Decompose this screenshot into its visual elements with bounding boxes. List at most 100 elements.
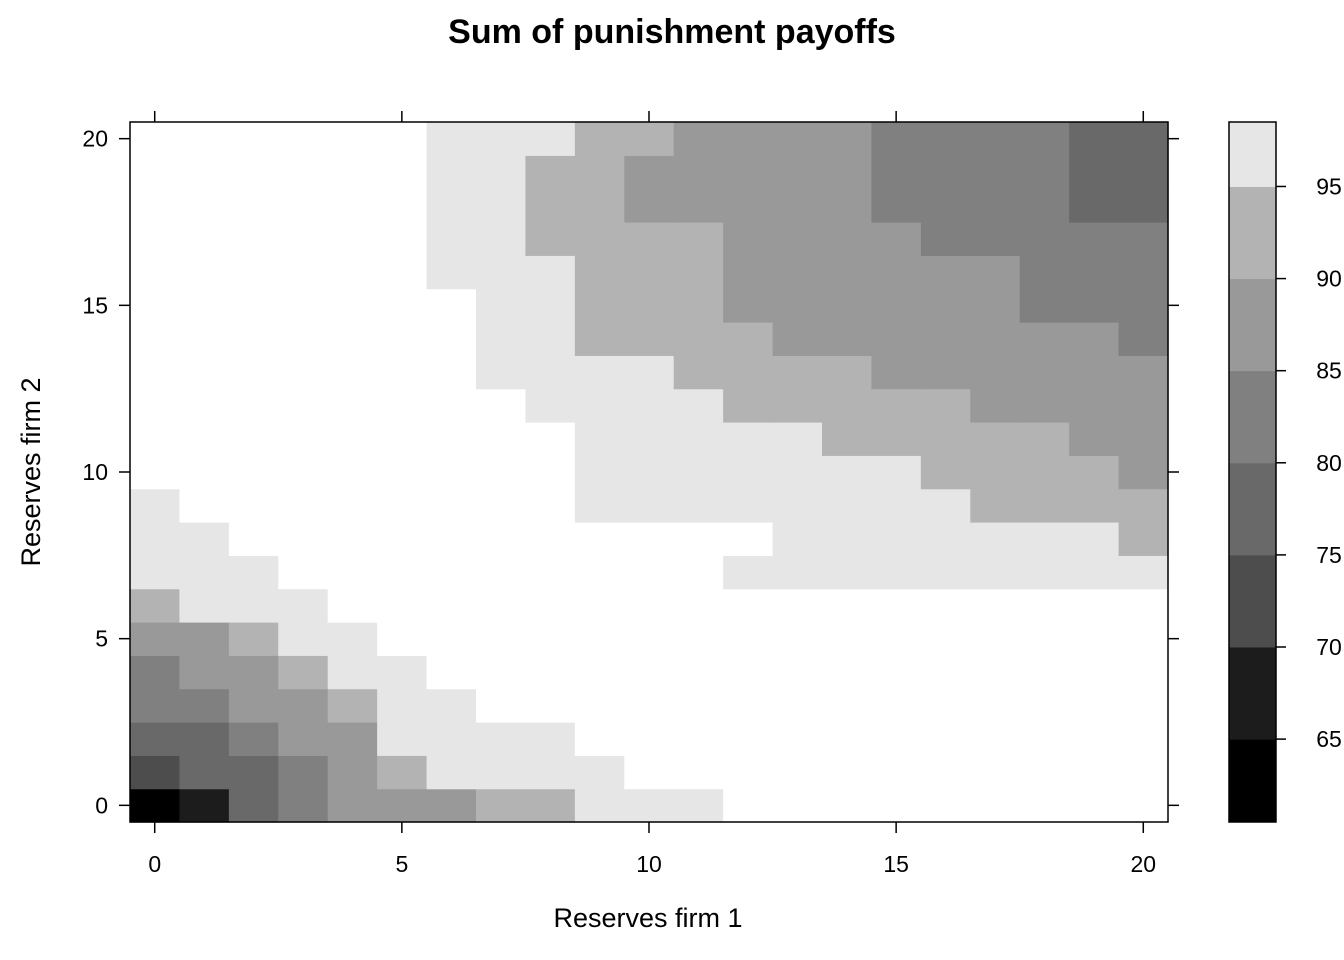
heatmap-cell [574, 188, 625, 223]
heatmap-cell [871, 588, 922, 623]
colorbar-tick-label: 95 [1316, 173, 1342, 199]
heatmap-cell [327, 755, 378, 790]
x-tick-label: 10 [636, 851, 662, 877]
heatmap-cell [1069, 788, 1120, 823]
heatmap-cell [426, 588, 477, 623]
heatmap-cell [574, 522, 625, 556]
heatmap-cell [130, 288, 181, 323]
colorbar-tick-label: 80 [1316, 450, 1342, 476]
heatmap-cell [179, 222, 230, 256]
heatmap-cell [278, 555, 329, 590]
heatmap-cell [1019, 155, 1070, 190]
heatmap-cell [525, 155, 576, 190]
heatmap-cell [525, 522, 576, 556]
heatmap-cell [476, 288, 527, 323]
heatmap-cell [822, 688, 873, 723]
heatmap-cell [179, 555, 230, 590]
heatmap-cell [228, 688, 279, 723]
heatmap-cell [377, 655, 428, 690]
heatmap-cell [920, 355, 971, 390]
heatmap-cell [525, 122, 576, 156]
heatmap-cell [920, 622, 971, 656]
y-tick-label: 5 [95, 626, 108, 652]
heatmap-cell [476, 322, 527, 356]
heatmap-cell [1118, 755, 1169, 790]
heatmap-cell [278, 722, 329, 756]
heatmap-cell [772, 755, 823, 790]
heatmap-cell [723, 422, 774, 456]
heatmap-cell [377, 455, 428, 490]
heatmap-cell [920, 522, 971, 556]
heatmap-cell [1069, 188, 1120, 223]
heatmap-cell [426, 555, 477, 590]
heatmap-cell [574, 788, 625, 823]
y-axis: 0 5 10 15 20 [82, 126, 1179, 818]
heatmap-cell [1019, 188, 1070, 223]
heatmap-cell [228, 188, 279, 223]
heatmap-cell [327, 255, 378, 290]
heatmap-cell [426, 455, 477, 490]
heatmap-cell [1069, 755, 1120, 790]
heatmap-cell [377, 222, 428, 256]
heatmap-cell [525, 488, 576, 523]
heatmap-cell [624, 455, 675, 490]
heatmap-cell [377, 488, 428, 523]
heatmap-cell [1118, 455, 1169, 490]
heatmap-cell [179, 122, 230, 156]
heatmap-cell [228, 755, 279, 790]
heatmap-cell [179, 722, 230, 756]
heatmap-cell [1019, 422, 1070, 456]
heatmap-cell [179, 688, 230, 723]
heatmap-cell [772, 355, 823, 390]
heatmap-cell [525, 555, 576, 590]
y-tick-label: 15 [82, 292, 108, 318]
heatmap-cell [327, 355, 378, 390]
heatmap-cell [970, 322, 1021, 356]
heatmap-cell [574, 122, 625, 156]
heatmap-cell [920, 388, 971, 423]
heatmap-cell [228, 322, 279, 356]
heatmap-cell [822, 755, 873, 790]
heatmap-cell [1069, 355, 1120, 390]
heatmap-cell [673, 555, 724, 590]
colorbar-swatch [1229, 647, 1276, 740]
heatmap-cell [1069, 388, 1120, 423]
heatmap-cell [822, 588, 873, 623]
heatmap-cell [574, 422, 625, 456]
heatmap-cell [970, 755, 1021, 790]
heatmap-cell [970, 455, 1021, 490]
heatmap-cell [822, 155, 873, 190]
heatmap-cell [377, 288, 428, 323]
heatmap-cell [970, 722, 1021, 756]
colorbar-swatch [1229, 462, 1276, 556]
heatmap-cell [772, 322, 823, 356]
heatmap-cell [624, 622, 675, 656]
heatmap-cell [426, 722, 477, 756]
heatmap-cell [970, 155, 1021, 190]
heatmap-cell [426, 288, 477, 323]
heatmap-cell [624, 688, 675, 723]
heatmap-cell [723, 222, 774, 256]
heatmap-cell [327, 522, 378, 556]
heatmap-cell [920, 588, 971, 623]
heatmap-cell [772, 255, 823, 290]
heatmap-cell [327, 455, 378, 490]
heatmap-cell [1118, 555, 1169, 590]
heatmap-cell [327, 122, 378, 156]
heatmap-cell [574, 688, 625, 723]
heatmap-cell [525, 688, 576, 723]
heatmap-cell [228, 655, 279, 690]
heatmap-cell [772, 788, 823, 823]
heatmap-cell [822, 355, 873, 390]
heatmap-cell [624, 555, 675, 590]
heatmap-cell [278, 488, 329, 523]
heatmap-cell [1019, 655, 1070, 690]
heatmap-cell [525, 755, 576, 790]
heatmap-cell [278, 755, 329, 790]
heatmap-cell [525, 322, 576, 356]
heatmap-cell [476, 388, 527, 423]
heatmap-cell [920, 422, 971, 456]
colorbar-swatch [1229, 370, 1276, 464]
colorbar-tick-label: 75 [1316, 542, 1342, 568]
heatmap-cell [624, 655, 675, 690]
